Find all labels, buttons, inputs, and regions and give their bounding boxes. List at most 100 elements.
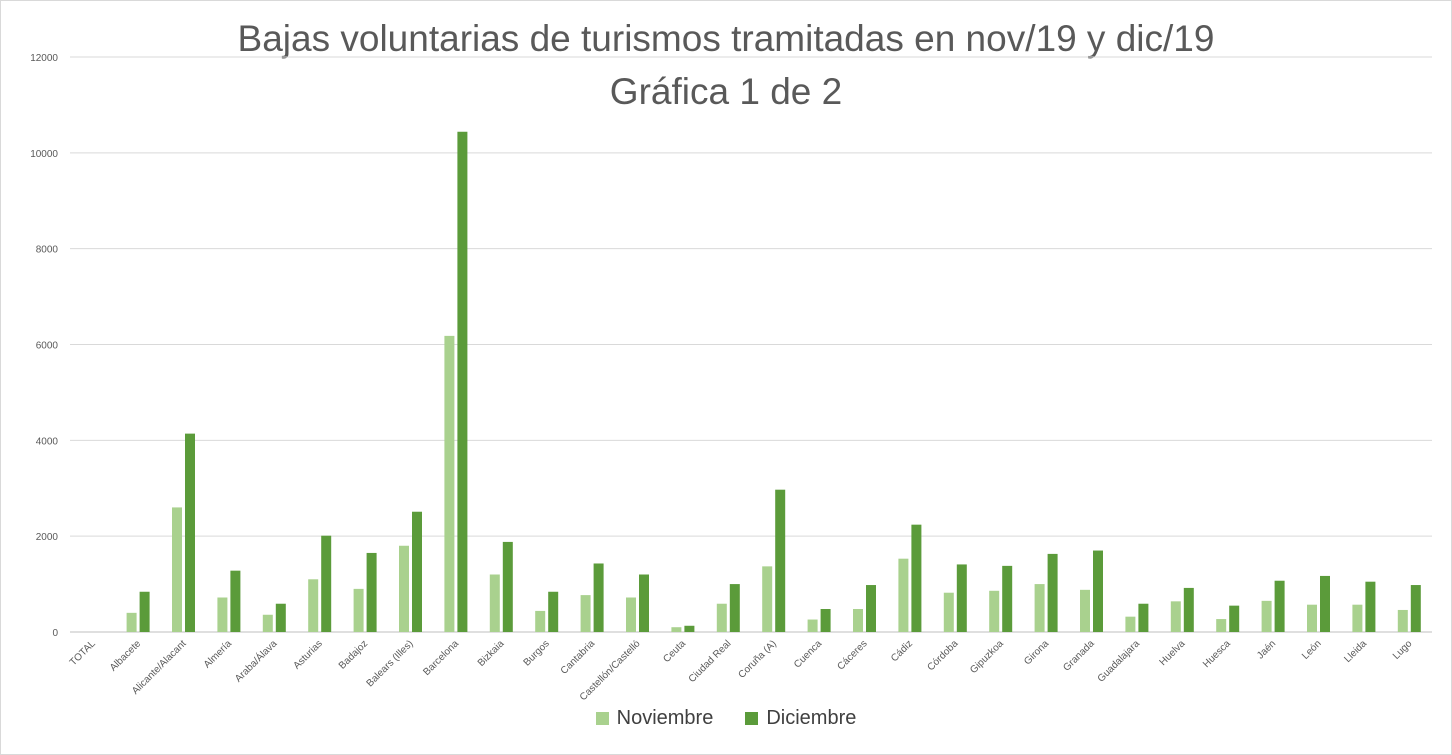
- bar-noviembre: [1080, 589, 1090, 632]
- bar-diciembre: [502, 541, 513, 632]
- bar-diciembre: [1138, 603, 1149, 632]
- x-tick-label: Balears (Illes): [365, 638, 416, 689]
- x-tick-label: Cáceres: [836, 638, 870, 672]
- legend-item-noviembre: Noviembre: [595, 707, 714, 730]
- y-tick-label: 10000: [30, 149, 58, 160]
- x-tick-label: TOTAL: [68, 638, 98, 668]
- x-tick-label: León: [1300, 638, 1324, 662]
- x-tick-label: Granada: [1061, 638, 1097, 674]
- x-tick-label: Coruña (A): [736, 638, 778, 680]
- bar-diciembre: [139, 591, 150, 632]
- bar-noviembre: [898, 558, 909, 632]
- bar-noviembre: [1125, 616, 1136, 632]
- bar-diciembre: [911, 524, 922, 632]
- bar-diciembre: [1365, 581, 1376, 632]
- y-tick-label: 12000: [30, 53, 58, 64]
- bar-noviembre: [1216, 619, 1227, 632]
- bar-diciembre: [866, 585, 876, 632]
- bar-noviembre: [1397, 609, 1408, 632]
- gridlines: [70, 56, 1432, 633]
- bar-noviembre: [762, 566, 773, 632]
- bar-noviembre: [1261, 600, 1272, 632]
- bar-noviembre: [489, 574, 500, 632]
- bar-diciembre: [956, 564, 967, 632]
- bar-noviembre: [1307, 604, 1317, 632]
- bar-noviembre: [353, 588, 364, 632]
- x-tick-label: Lleida: [1342, 638, 1369, 665]
- bar-diciembre: [775, 489, 786, 632]
- x-tick-label: Girona: [1022, 638, 1051, 667]
- x-tick-label: Cantabria: [559, 638, 598, 677]
- bar-diciembre: [412, 511, 422, 632]
- bar-diciembre: [230, 570, 241, 632]
- bar-diciembre: [185, 433, 195, 632]
- y-tick-label: 2000: [36, 532, 59, 543]
- bar-noviembre: [807, 619, 818, 632]
- bar-noviembre: [989, 590, 1000, 632]
- y-axis: 0 2000 4000 6000 8000 10000 12000: [30, 53, 58, 639]
- bar-noviembre: [1170, 601, 1181, 632]
- bar-noviembre: [535, 610, 546, 632]
- bar-diciembre: [1183, 587, 1194, 632]
- x-tick-label: Almería: [202, 638, 234, 670]
- bar-noviembre: [716, 603, 727, 632]
- x-tick-label: Cádiz: [889, 638, 915, 664]
- bar-noviembre: [671, 627, 682, 632]
- bar-noviembre: [172, 507, 182, 632]
- bar-diciembre: [639, 574, 649, 632]
- x-tick-label: Huelva: [1158, 638, 1188, 668]
- legend-swatch-diciembre: [745, 712, 759, 725]
- x-tick-label: Barcelona: [421, 638, 461, 678]
- y-tick-label: 0: [52, 628, 58, 639]
- x-tick-label: Ceuta: [661, 638, 688, 665]
- legend-label-noviembre: Noviembre: [616, 707, 714, 729]
- bar-diciembre: [1274, 580, 1285, 632]
- x-tick-label: Albacete: [108, 638, 144, 674]
- bar-diciembre: [457, 131, 468, 632]
- bar-diciembre: [321, 535, 332, 632]
- bar-diciembre: [1410, 585, 1421, 632]
- x-tick-label: Araba/Álava: [232, 637, 280, 685]
- chart-title: Bajas voluntarias de turismos tramitadas…: [237, 18, 1215, 59]
- bar-noviembre: [1034, 584, 1045, 632]
- x-tick-label: Gipuzkoa: [968, 638, 1006, 676]
- bar-noviembre: [126, 612, 137, 632]
- bar-diciembre: [1002, 565, 1013, 632]
- bar-noviembre: [580, 595, 591, 632]
- x-tick-label: Cuenca: [792, 638, 824, 670]
- y-tick-label: 4000: [36, 436, 59, 447]
- x-tick-label: Asturias: [291, 638, 324, 671]
- bar-diciembre: [1093, 550, 1103, 632]
- bar-noviembre: [943, 592, 954, 632]
- x-tick-label: Badajoz: [337, 638, 370, 671]
- bar-noviembre: [1352, 604, 1363, 632]
- x-tick-label: Burgos: [522, 638, 552, 668]
- bar-diciembre: [548, 591, 559, 632]
- bars: [126, 131, 1421, 632]
- bar-diciembre: [366, 552, 377, 632]
- bar-noviembre: [217, 597, 228, 632]
- bar-diciembre: [684, 625, 695, 632]
- bar-noviembre: [444, 335, 455, 632]
- x-tick-label: Bizkaia: [476, 638, 507, 669]
- legend-item-diciembre: Diciembre: [745, 707, 856, 730]
- bar-diciembre: [593, 563, 604, 632]
- bar-diciembre: [275, 603, 286, 632]
- bar-diciembre: [1047, 553, 1058, 632]
- legend-swatch-noviembre: [595, 712, 609, 725]
- chart-subtitle: Gráfica 1 de 2: [609, 71, 843, 112]
- x-tick-label: Guadalajara: [1096, 638, 1143, 685]
- bar-diciembre: [1320, 575, 1330, 632]
- x-tick-label: Ciudad Real: [687, 638, 734, 685]
- bar-diciembre: [1229, 605, 1240, 632]
- bar-noviembre: [399, 545, 409, 632]
- bar-diciembre: [820, 609, 831, 632]
- bar-noviembre: [626, 597, 636, 632]
- x-tick-label: Huesca: [1201, 638, 1233, 670]
- y-tick-label: 6000: [36, 341, 59, 352]
- y-tick-label: 8000: [36, 245, 59, 256]
- x-tick-label: Jaén: [1255, 638, 1278, 661]
- legend: Noviembre Diciembre: [0, 707, 1452, 730]
